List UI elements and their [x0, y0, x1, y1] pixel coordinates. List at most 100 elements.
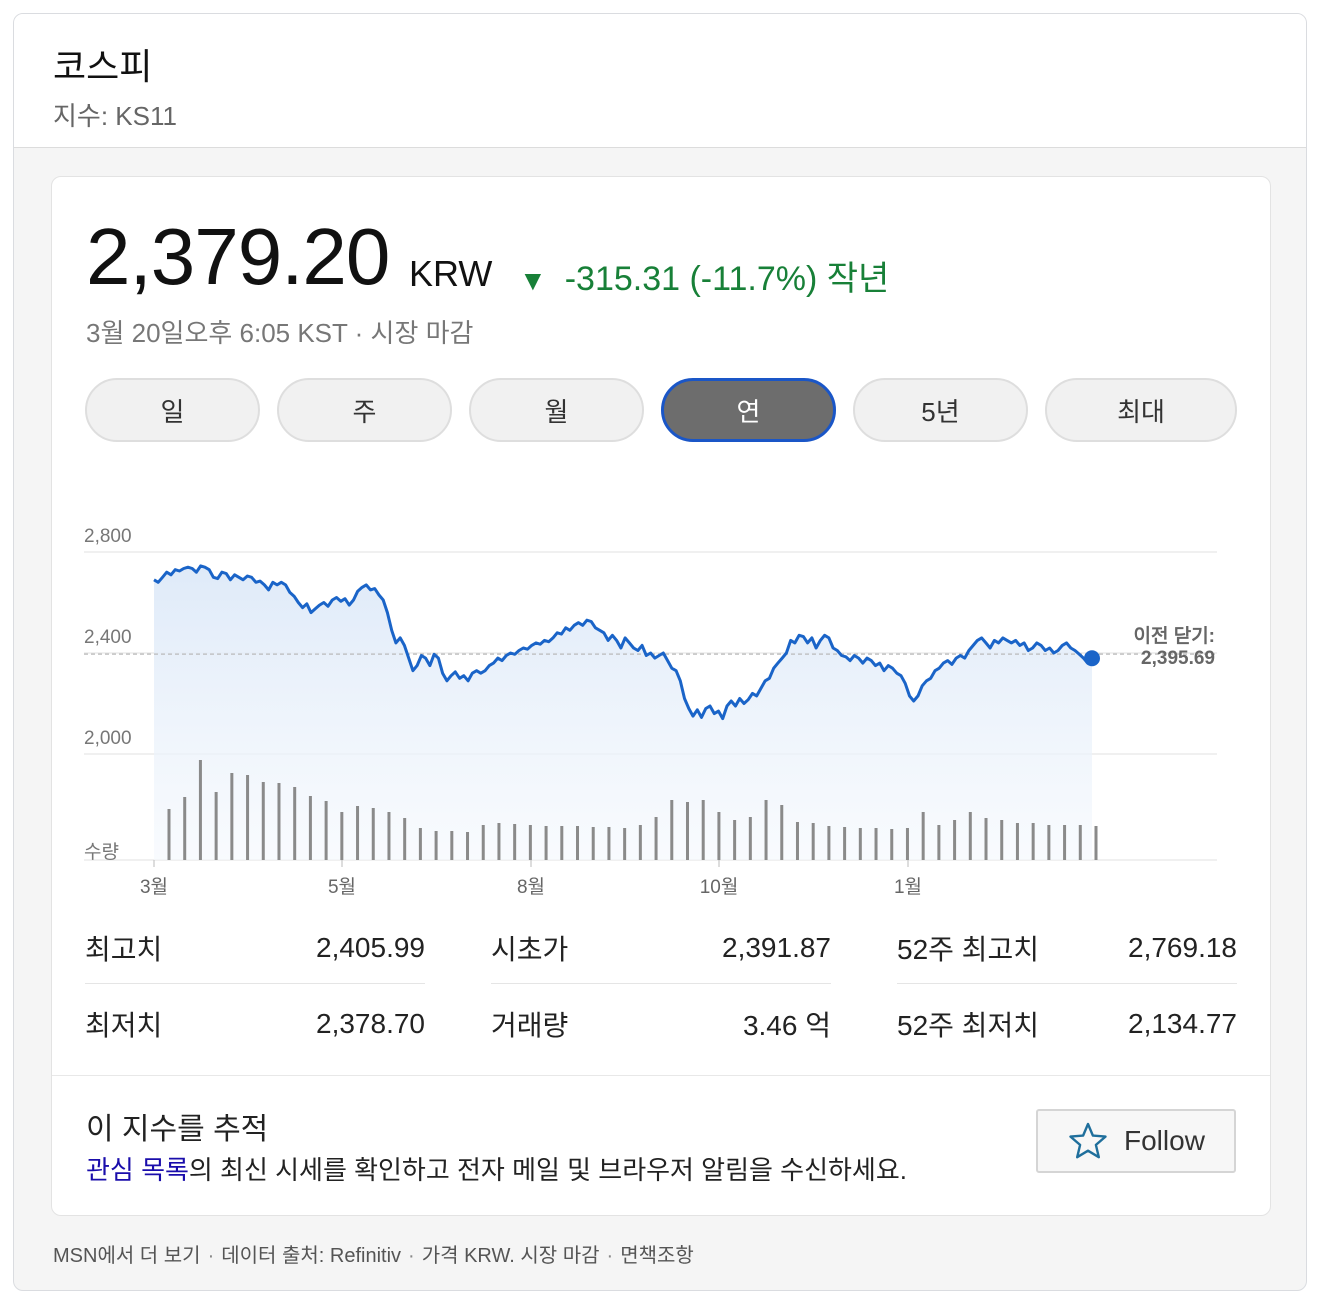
y-tick-label: 2,000: [84, 728, 132, 749]
y-tick-label: 2,800: [84, 526, 132, 547]
x-tick-label: 1월: [894, 876, 922, 898]
msn-link[interactable]: MSN에서 더 보기: [53, 1245, 201, 1267]
previous-close-value: 2,395.69: [1141, 648, 1215, 669]
volume-bar: [1015, 823, 1019, 860]
volume-bar: [764, 800, 768, 860]
stat-label: 최저치: [85, 1010, 163, 1041]
volume-bar: [638, 825, 642, 860]
price-chart[interactable]: 2,800 2,400 2,000 수량 이전 닫기:2,395.69 3월 5월 8월 10월…: [52, 507, 1271, 902]
x-tick-label: 3월: [140, 876, 168, 898]
stat-value: 2,769.18: [1128, 931, 1237, 963]
volume-bar: [340, 812, 344, 860]
section-divider: [52, 1075, 1270, 1076]
follow-description: 관심 목록의 최신 시세를 확인하고 전자 메일 및 브라우저 알림을 수신하세…: [86, 1150, 907, 1187]
follow-button[interactable]: Follow: [1036, 1109, 1236, 1173]
tab-week[interactable]: 주: [277, 378, 452, 442]
volume-bar: [261, 782, 265, 860]
stat-low: 최저치 2,378.70: [85, 988, 425, 1060]
volume-bar: [795, 822, 799, 860]
footer-separator: ·: [207, 1245, 215, 1267]
volume-bar: [387, 812, 391, 860]
volume-bar: [748, 817, 752, 860]
volume-bar: [214, 792, 218, 860]
volume-bar: [293, 787, 297, 860]
data-source[interactable]: 데이터 출처: Refinitiv: [221, 1245, 402, 1267]
stat-value: 2,378.70: [316, 1008, 425, 1039]
stat-open: 시초가 2,391.87: [491, 912, 831, 984]
volume-bar: [717, 812, 721, 860]
volume-bar: [733, 820, 737, 860]
volume-bar: [1078, 825, 1082, 860]
stock-card: 코스피 지수: KS11 2,379.20 KRW ▼ -315.31 (-11.…: [13, 13, 1307, 1291]
previous-close-label: 이전 닫기:: [1133, 625, 1215, 647]
volume-bar: [560, 826, 564, 860]
volume-bar: [466, 832, 470, 860]
index-title[interactable]: 코스피: [53, 46, 153, 87]
tab-label: 월: [544, 396, 569, 427]
volume-bar: [984, 818, 988, 860]
volume-bar: [654, 817, 658, 860]
range-tabs: 일 주 월 연 5년 최대: [85, 378, 1238, 442]
volume-bar: [198, 760, 202, 860]
price-line: [153, 564, 1094, 721]
volume-bar: [481, 825, 485, 860]
price-area: [154, 565, 1092, 860]
volume-bar: [576, 826, 580, 860]
stat-label: 52주 최저치: [897, 1010, 1039, 1041]
tab-max[interactable]: 최대: [1045, 378, 1237, 442]
stat-label: 시초가: [491, 933, 569, 965]
stat-value: 2,391.87: [722, 931, 831, 963]
x-tick-label: 8월: [517, 876, 545, 898]
volume-bar: [277, 783, 281, 860]
disclaimer-link[interactable]: 면책조항: [620, 1245, 694, 1267]
follow-desc-text: 의 최신 시세를 확인하고 전자 메일 및 브라우저 알림을 수신하세요.: [188, 1155, 907, 1185]
tab-label: 최대: [1117, 396, 1165, 427]
volume-bar: [230, 773, 234, 860]
volume-bar: [418, 828, 422, 860]
stat-label: 거래량: [491, 1010, 569, 1041]
volume-bar: [497, 823, 501, 860]
stat-value: 2,134.77: [1128, 1008, 1237, 1039]
volume-bar: [843, 827, 847, 860]
tab-5year[interactable]: 5년: [853, 378, 1028, 442]
change-text: -315.31 (-11.7%) 작년: [564, 260, 890, 298]
x-tick-label: 10월: [700, 876, 739, 898]
volume-bar: [937, 825, 941, 860]
follow-button-label: Follow: [1124, 1125, 1205, 1156]
volume-bar: [905, 828, 909, 860]
volume-bar: [953, 820, 957, 860]
volume-bar: [1000, 820, 1004, 860]
stat-value: 3.46 억: [742, 1010, 831, 1041]
volume-bar: [246, 775, 250, 860]
tab-label: 일: [160, 396, 185, 427]
stat-value: 2,405.99: [316, 931, 425, 963]
footer-separator: ·: [408, 1245, 415, 1267]
volume-bar: [780, 805, 784, 860]
volume-bar: [591, 827, 595, 860]
volume-bar: [434, 831, 438, 860]
watchlist-link[interactable]: 관심 목록: [86, 1155, 189, 1185]
tab-label: 연: [736, 396, 761, 427]
tab-label: 주: [352, 396, 377, 427]
stat-high: 최고치 2,405.99: [85, 912, 425, 984]
stat-volume: 거래량 3.46 억: [491, 988, 831, 1060]
volume-bar: [356, 806, 360, 860]
volume-bar: [183, 797, 187, 860]
volume-bar: [670, 800, 674, 860]
price-change: ▼ -315.31 (-11.7%) 작년: [519, 251, 889, 300]
stat-52w-low: 52주 최저치 2,134.77: [897, 988, 1237, 1060]
volume-bar: [811, 823, 815, 860]
currency-label: KRW: [409, 253, 493, 294]
volume-bar: [167, 809, 171, 860]
footer-separator: ·: [606, 1245, 614, 1267]
volume-bar: [890, 829, 894, 860]
volume-bar: [701, 800, 705, 860]
volume-bar: [544, 826, 548, 860]
volume-bar: [921, 812, 925, 860]
tab-month[interactable]: 월: [469, 378, 644, 442]
quote-panel: 2,379.20 KRW ▼ -315.31 (-11.7%) 작년 3월 20일…: [51, 176, 1271, 1216]
tab-day[interactable]: 일: [85, 378, 260, 442]
current-price: 2,379.20: [86, 212, 390, 301]
tab-year[interactable]: 연: [661, 378, 836, 442]
volume-bar: [623, 828, 627, 860]
